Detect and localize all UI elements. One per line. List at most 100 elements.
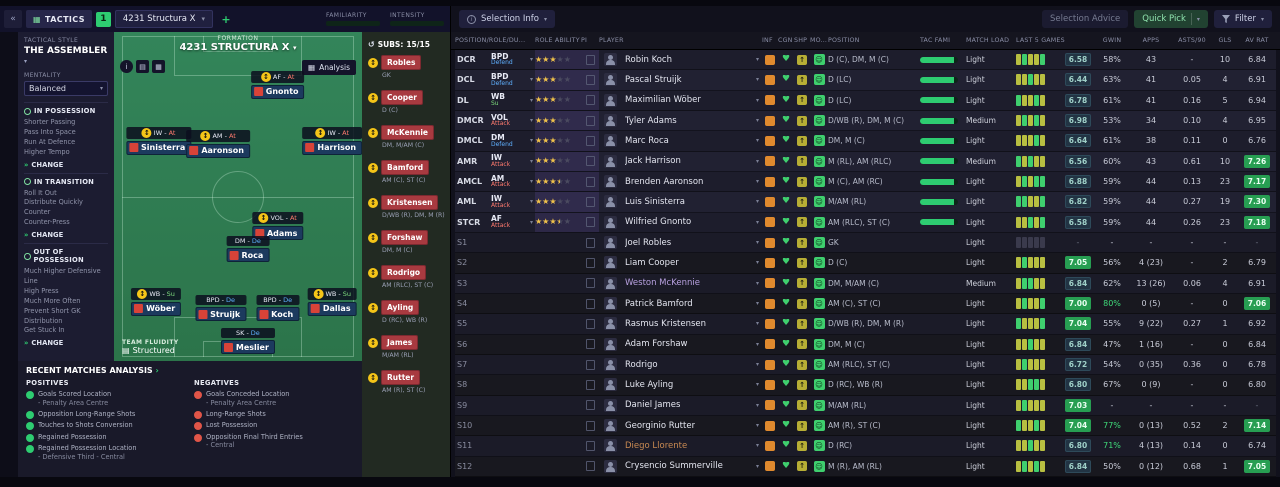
player-name-chip[interactable]: Roca — [226, 248, 270, 263]
swap-icon[interactable]: ↕ — [141, 127, 152, 138]
squad-row[interactable]: S7 Rodrigo ▾ ♥ ↑ ☺ AM (RLC), ST (C) Light 6.72 54… — [455, 354, 1276, 376]
add-tactic-button[interactable]: + — [221, 12, 231, 26]
player-instructions-cell[interactable] — [581, 318, 599, 329]
col-player[interactable]: PLAYER — [599, 37, 624, 44]
player-name-cell[interactable]: Jack Harrison ▾ — [621, 156, 762, 166]
player-instructions-cell[interactable] — [581, 237, 599, 248]
sub-player[interactable]: ↕ Robles GK — [368, 55, 446, 79]
player-name-cell[interactable]: Robin Koch ▾ — [621, 55, 762, 65]
player-instructions-cell[interactable] — [581, 90, 599, 110]
chevron-down-icon[interactable]: ▾ — [529, 96, 533, 104]
col-match-load[interactable]: MATCH LOAD — [966, 37, 1010, 44]
sub-player-name[interactable]: Rutter — [381, 370, 421, 385]
col-av-rat[interactable]: AV RAT — [1245, 37, 1269, 44]
sub-player[interactable]: ↕ Bamford AM (C), ST (C) — [368, 160, 446, 184]
swap-icon[interactable]: ↕ — [137, 288, 148, 299]
pitch-player[interactable]: ↕ VOL - At Adams — [251, 212, 304, 241]
sub-player-name[interactable]: Robles — [381, 55, 422, 70]
grid-view-icon[interactable]: ▦ — [152, 60, 165, 73]
player-name-cell[interactable]: Diego Llorente ▾ — [621, 441, 762, 451]
swap-icon[interactable]: ↕ — [368, 267, 378, 278]
tactic-slot-badge[interactable]: 1 — [95, 11, 111, 27]
player-name-chip[interactable]: Aaronson — [186, 143, 250, 158]
player-name-cell[interactable]: Weston McKennie ▾ — [621, 278, 762, 288]
role-cell[interactable]: IW Attack ▾ — [491, 154, 533, 169]
chevron-down-icon[interactable]: ▾ — [755, 401, 759, 409]
player-name-cell[interactable]: Brenden Aaronson ▾ — [621, 177, 762, 187]
player-instructions-cell[interactable] — [581, 400, 599, 411]
squad-row[interactable]: S6 Adam Forshaw ▾ ♥ ↑ ☺ DM, M (C) Light 6.84 47% 1… — [455, 334, 1276, 355]
player-name-cell[interactable]: Patrick Bamford ▾ — [621, 299, 762, 309]
chevron-down-icon[interactable]: ▾ — [529, 137, 533, 145]
squad-row[interactable]: S9 Daniel James ▾ ♥ ↑ ☺ M/AM (RL) Light 7.03 - - - -… — [455, 395, 1276, 416]
chevron-down-icon[interactable]: ▾ — [755, 422, 759, 430]
player-instructions-cell[interactable] — [581, 278, 599, 289]
chevron-down-icon[interactable]: ▾ — [755, 239, 759, 247]
sub-player-name[interactable]: Kristensen — [381, 195, 439, 210]
sub-player-name[interactable]: Ayling — [381, 300, 420, 315]
col-last5[interactable]: LAST 5 GAMES — [1016, 37, 1065, 44]
player-instructions-cell[interactable] — [581, 298, 599, 309]
player-name-cell[interactable]: Luke Ayling ▾ — [621, 380, 762, 390]
role-cell[interactable]: BPD Defend ▾ — [491, 72, 533, 87]
col-tac-fami[interactable]: TAC FAMI — [920, 37, 951, 44]
sub-player[interactable]: ↕ Kristensen D/WB (R), DM, M (R) — [368, 195, 446, 219]
squad-row[interactable]: S3 Weston McKennie ▾ ♥ ↑ ☺ DM, M/AM (C) Medium 6… — [455, 273, 1276, 294]
col-gls[interactable]: GLS — [1218, 37, 1232, 44]
squad-row[interactable]: AML IW Attack ▾ ★ ★ ★ ★ ★ Luis Sinisterra ▾ ♥ ↑ ☺ M/AM… — [455, 192, 1276, 213]
player-instructions-cell[interactable] — [581, 50, 599, 70]
player-instructions-cell[interactable] — [581, 379, 599, 390]
squad-row[interactable]: DMCR VOL Attack ▾ ★ ★ ★ ★ ★ Tyler Adams ▾ ♥ ↑ ☺ D/WB (… — [455, 110, 1276, 132]
chevron-down-icon[interactable]: ▾ — [755, 300, 759, 308]
pitch-player[interactable]: ↕ AM - At Aaronson — [186, 129, 250, 158]
role-cell[interactable]: AM Attack ▾ — [491, 174, 533, 189]
swap-icon[interactable]: ↕ — [368, 302, 378, 313]
squad-row[interactable]: S2 Liam Cooper ▾ ♥ ↑ ☺ D (C) Light 7.05 56% 4 (23)… — [455, 253, 1276, 274]
squad-row[interactable]: S11 Diego Llorente ▾ ♥ ↑ ☺ D (RC) Light 6.80 71% 4… — [455, 436, 1276, 457]
player-instructions-cell[interactable] — [581, 257, 599, 268]
col-inf[interactable]: INF — [762, 37, 773, 44]
swap-icon[interactable]: ↕ — [368, 337, 378, 348]
swap-icon[interactable]: ↕ — [368, 162, 378, 173]
role-cell[interactable]: AF Attack ▾ — [491, 215, 533, 230]
player-instructions-cell[interactable] — [581, 151, 599, 171]
player-name-cell[interactable]: Liam Cooper ▾ — [621, 258, 762, 268]
analysis-title-link[interactable]: RECENT MATCHES ANALYSIS › — [26, 366, 159, 375]
squad-row[interactable]: DMCL DM Defend ▾ ★ ★ ★ ★ ★ Marc Roca ▾ ♥ ↑ ☺ DM, M (C)… — [455, 131, 1276, 152]
change-button[interactable]: » CHANGE — [24, 231, 64, 240]
pitch-player[interactable]: SK - De Meslier — [220, 328, 275, 355]
sub-player-name[interactable]: Forshaw — [381, 230, 429, 245]
col-shp[interactable]: SHP — [794, 37, 808, 44]
chevron-down-icon[interactable]: ▾ — [755, 340, 759, 348]
chevron-down-icon[interactable]: ▾ — [529, 218, 533, 226]
squad-row[interactable]: S5 Rasmus Kristensen ▾ ♥ ↑ ☺ D/WB (R), DM, M (… — [455, 314, 1276, 335]
tactical-style-dropdown[interactable]: THE ASSEMBLER ▾ — [24, 46, 108, 65]
chevron-down-icon[interactable]: ▾ — [755, 218, 759, 226]
sub-player[interactable]: ↕ Rodrigo AM (RLC), ST (C) — [368, 265, 446, 289]
role-cell[interactable]: VOL Attack ▾ — [491, 113, 533, 128]
chevron-down-icon[interactable]: ▾ — [755, 198, 759, 206]
player-instructions-cell[interactable] — [581, 171, 599, 192]
chevron-down-icon[interactable]: ▾ — [755, 178, 759, 186]
col-role-ability[interactable]: ROLE ABILITY — [535, 37, 580, 44]
squad-row[interactable]: S8 Luke Ayling ▾ ♥ ↑ ☺ D (RC), WB (R) Light 6.80… — [455, 375, 1276, 396]
chevron-down-icon[interactable]: ▾ — [529, 117, 533, 125]
sub-player[interactable]: ↕ Forshaw DM, M (C) — [368, 230, 446, 254]
player-name-cell[interactable]: Georginio Rutter ▾ — [621, 421, 762, 431]
player-name-cell[interactable]: Tyler Adams ▾ — [621, 116, 762, 126]
swap-icon[interactable]: ↕ — [260, 71, 271, 82]
swap-icon[interactable]: ↕ — [368, 92, 378, 103]
pitch-player[interactable]: ↕ WB - Su Wöber — [131, 287, 182, 316]
player-name-cell[interactable]: Adam Forshaw ▾ — [621, 339, 762, 349]
sub-player[interactable]: ↕ Cooper D (C) — [368, 90, 446, 114]
player-name-cell[interactable]: Rodrigo ▾ — [621, 360, 762, 370]
player-instructions-cell[interactable] — [581, 461, 599, 472]
chevron-down-icon[interactable]: ▾ — [755, 259, 759, 267]
role-cell[interactable]: WB Su ▾ — [491, 93, 533, 108]
chevron-down-icon[interactable]: ▾ — [529, 178, 533, 186]
col-position-role-duty[interactable]: POSITION/ROLE/DU... — [455, 37, 526, 44]
player-instructions-cell[interactable] — [581, 110, 599, 131]
col-cgn[interactable]: CGN — [778, 37, 793, 44]
